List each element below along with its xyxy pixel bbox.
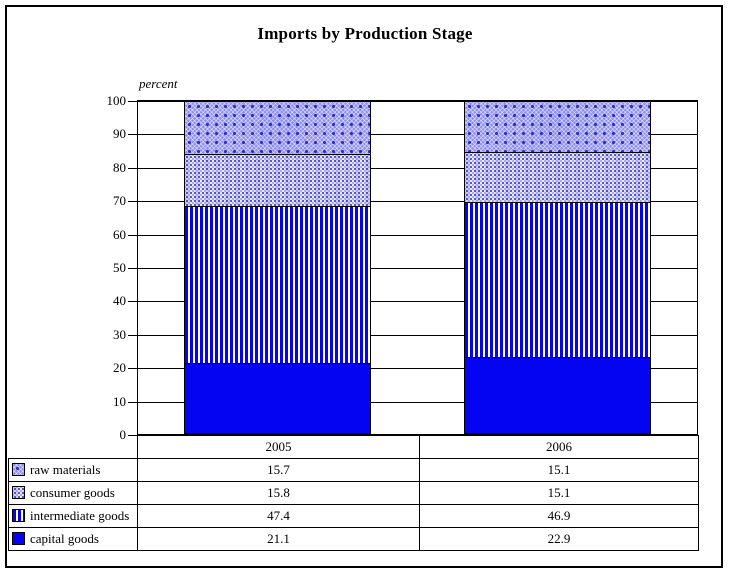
gridline <box>138 134 697 136</box>
y-tick-label: 80 <box>113 159 126 175</box>
y-tick-mark <box>128 301 137 303</box>
outer-frame <box>5 5 723 568</box>
table-row-capital-goods: capital goods 21.1 22.9 <box>8 527 699 551</box>
y-tick-label: 40 <box>113 293 126 309</box>
gridline <box>138 268 697 269</box>
y-tick-label: 10 <box>113 393 126 409</box>
y-tick-mark <box>128 101 137 102</box>
legend-label-consumer-goods: consumer goods <box>30 485 115 500</box>
table-row-consumer-goods: consumer goods 15.8 15.1 <box>8 481 699 505</box>
value-consumer-goods-2006: 15.1 <box>419 481 699 505</box>
bar-segment-consumer-goods-2006 <box>464 151 650 203</box>
y-tick-mark <box>128 201 137 203</box>
y-tick-mark <box>128 401 137 403</box>
y-tick-mark <box>128 368 137 370</box>
table-header-row: 2005 2006 <box>9 435 699 459</box>
legend-label-raw-materials: raw materials <box>30 462 101 477</box>
legend-label-intermediate-goods: intermediate goods <box>30 508 130 523</box>
y-tick-label: 60 <box>113 226 126 242</box>
legend-swatch-raw-materials <box>12 463 25 476</box>
y-tick-mark <box>128 268 137 269</box>
y-tick-mark <box>128 234 137 236</box>
legend-cell-intermediate-goods: intermediate goods <box>8 504 138 528</box>
legend-cell-consumer-goods: consumer goods <box>8 481 138 505</box>
value-capital-goods-2005: 21.1 <box>137 527 420 551</box>
y-tick-mark <box>128 134 137 136</box>
value-capital-goods-2006: 22.9 <box>419 527 699 551</box>
y-tick-label: 0 <box>119 427 127 442</box>
value-raw-materials-2006: 15.1 <box>419 458 699 482</box>
gridline <box>138 101 697 102</box>
plot-area <box>137 100 698 436</box>
y-tick-label: 30 <box>113 326 126 342</box>
y-tick-label: 70 <box>113 193 126 209</box>
y-tick-label: 100 <box>106 93 127 108</box>
bar-2005 <box>184 101 372 434</box>
gridline <box>138 401 697 403</box>
legend-swatch-capital-goods <box>12 532 25 545</box>
bar-segment-intermediate-goods-2005 <box>185 206 371 363</box>
gridline <box>138 201 697 203</box>
value-intermediate-goods-2005: 47.4 <box>137 504 420 528</box>
legend-label-capital-goods: capital goods <box>30 531 99 546</box>
gridline <box>138 167 697 169</box>
y-tick-mark <box>128 167 137 169</box>
chart-title: Imports by Production Stage <box>257 24 473 43</box>
table-row-raw-materials: raw materials 15.7 15.1 <box>8 458 699 482</box>
gridline <box>138 234 697 236</box>
bar-segment-raw-materials-2006 <box>464 102 650 152</box>
gridline <box>138 368 697 370</box>
legend-cell-capital-goods: capital goods <box>8 527 138 551</box>
bar-segment-raw-materials-2005 <box>185 102 371 154</box>
y-tick-label: 20 <box>113 360 126 376</box>
value-intermediate-goods-2006: 46.9 <box>419 504 699 528</box>
bar-2006 <box>463 101 651 434</box>
legend-swatch-intermediate-goods <box>12 509 25 522</box>
bar-segment-capital-goods-2005 <box>185 362 371 433</box>
y-tick-mark <box>128 435 137 436</box>
value-consumer-goods-2005: 15.8 <box>137 481 420 505</box>
y-tick-label: 50 <box>113 260 126 275</box>
value-raw-materials-2005: 15.7 <box>137 458 420 482</box>
legend-cell-raw-materials: raw materials <box>8 458 138 482</box>
y-axis-unit-label: percent <box>139 76 178 91</box>
data-table: 2005 2006 raw materials 15.7 15.1 consumer go… <box>8 435 699 551</box>
bar-segment-consumer-goods-2005 <box>185 153 371 207</box>
gridline <box>138 334 697 336</box>
gridline <box>138 301 697 303</box>
column-header-2005: 2005 <box>137 435 420 459</box>
bar-segment-capital-goods-2006 <box>464 356 650 433</box>
table-row-intermediate-goods: intermediate goods 47.4 46.9 <box>8 504 699 528</box>
y-tick-mark <box>128 334 137 336</box>
legend-swatch-consumer-goods <box>12 486 25 499</box>
gridline <box>138 434 697 435</box>
bar-segment-intermediate-goods-2006 <box>464 202 650 357</box>
column-header-2006: 2006 <box>419 435 699 459</box>
y-tick-label: 90 <box>113 126 126 142</box>
